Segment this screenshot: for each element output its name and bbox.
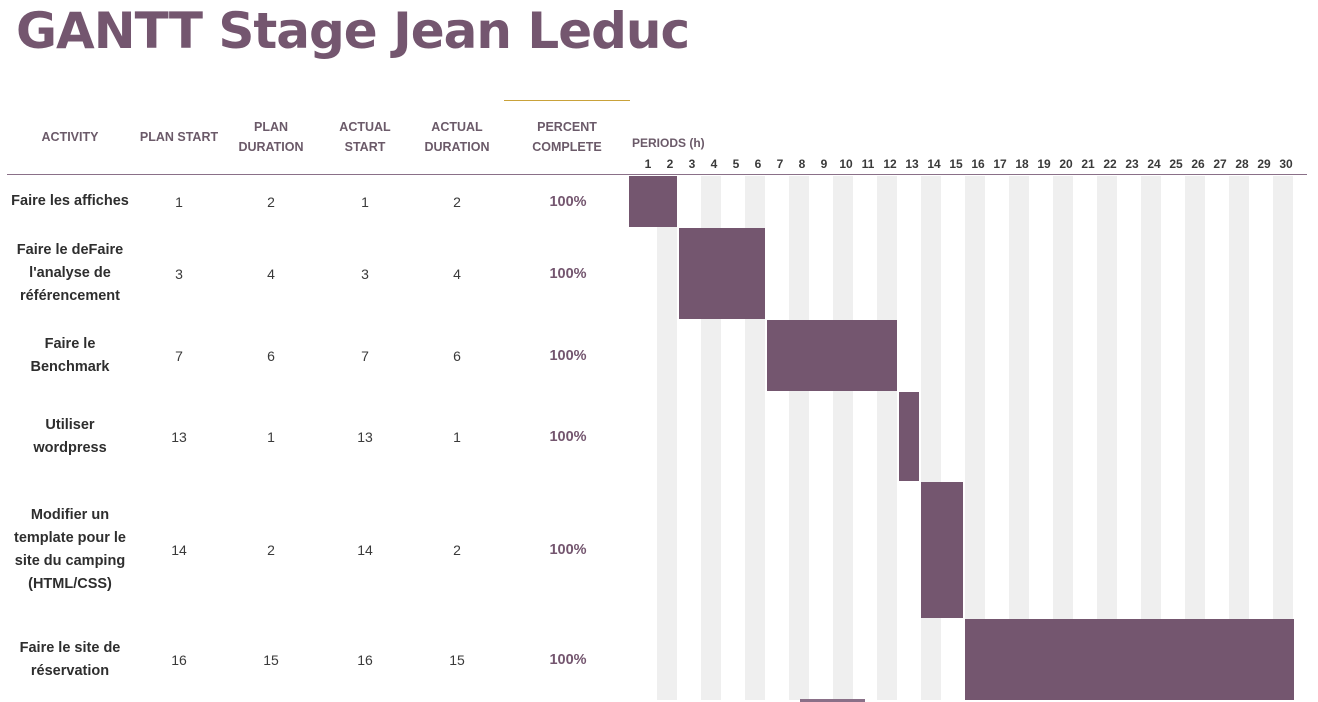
period-number: 15: [949, 157, 963, 171]
activity-name: Faire le deFaire l'analyse de référencem…: [16, 242, 124, 304]
gantt-bar: [629, 176, 677, 227]
gantt-bar: [679, 228, 765, 319]
period-number: 23: [1125, 157, 1139, 171]
period-number: 16: [971, 157, 985, 171]
header-plan-duration: PLAN DURATION: [238, 120, 304, 154]
period-stripe: [1097, 176, 1117, 700]
period-number: 27: [1213, 157, 1227, 171]
period-stripe: [1141, 176, 1161, 700]
period-number: 14: [927, 157, 941, 171]
plan-start-cell: 16: [171, 651, 187, 668]
period-number: 17: [993, 157, 1007, 171]
percent-complete-cell: 100%: [549, 651, 587, 668]
header-divider: [7, 174, 1307, 175]
period-stripe: [1229, 176, 1249, 700]
percent-complete-cell: 100%: [549, 347, 587, 364]
plan-start-cell: 14: [171, 542, 187, 558]
plan-start-cell: 13: [171, 428, 187, 445]
period-stripe: [1273, 176, 1293, 700]
period-number: 4: [710, 157, 718, 171]
period-number: 19: [1037, 157, 1051, 171]
header-activity: ACTIVITY: [41, 130, 99, 144]
period-stripe: [833, 176, 853, 700]
actual-duration-cell: 15: [449, 651, 465, 668]
period-number: 20: [1059, 157, 1073, 171]
period-number: 25: [1169, 157, 1183, 171]
percent-complete-cell: 100%: [549, 428, 587, 445]
scroll-indicator: [800, 699, 865, 702]
period-number: 6: [754, 157, 762, 171]
plan-duration-cell: 2: [267, 542, 275, 558]
period-stripe: [657, 176, 677, 700]
period-number: 12: [883, 157, 897, 171]
actual-duration-cell: 1: [453, 428, 461, 445]
period-number: 9: [820, 157, 828, 171]
activity-name: Faire les affiches: [11, 193, 129, 209]
activity-name: Modifier un template pour le site du cam…: [14, 507, 126, 592]
plan-duration-cell: 4: [267, 265, 275, 282]
period-stripe: [965, 176, 985, 700]
gantt-bar: [921, 482, 963, 618]
period-stripe: [1185, 176, 1205, 700]
period-number: 28: [1235, 157, 1249, 171]
actual-duration-cell: 6: [453, 347, 461, 364]
period-stripe: [1009, 176, 1029, 700]
period-number: 18: [1015, 157, 1029, 171]
actual-duration-cell: 4: [453, 265, 461, 282]
percent-header-accent-line: [504, 100, 630, 101]
period-stripe: [789, 176, 809, 700]
activity-name: Utiliser wordpress: [33, 416, 107, 456]
period-number: 24: [1147, 157, 1161, 171]
plan-start-cell: 1: [175, 193, 183, 210]
period-number: 29: [1257, 157, 1271, 171]
period-number: 22: [1103, 157, 1117, 171]
period-number: 7: [776, 157, 784, 171]
actual-start-cell: 14: [357, 542, 373, 558]
period-number: 11: [861, 157, 875, 171]
period-number: 3: [688, 157, 696, 171]
period-number: 26: [1191, 157, 1205, 171]
activity-name: Faire le Benchmark: [30, 335, 110, 375]
header-percent-complete: PERCENT COMPLETE: [532, 120, 602, 154]
header-plan-start: PLAN START: [139, 130, 219, 144]
percent-complete-cell: 100%: [549, 542, 587, 558]
plan-duration-cell: 2: [267, 193, 275, 210]
period-stripe: [877, 176, 897, 700]
period-number: 13: [905, 157, 919, 171]
period-number: 8: [798, 157, 806, 171]
percent-complete-cell: 100%: [549, 193, 587, 210]
period-number: 5: [732, 157, 740, 171]
gantt-bar: [767, 320, 897, 391]
plan-duration-cell: 1: [267, 428, 275, 445]
actual-start-cell: 3: [361, 265, 369, 282]
plan-start-cell: 3: [175, 265, 183, 282]
period-number: 10: [839, 157, 853, 171]
percent-complete-cell: 100%: [549, 265, 587, 282]
header-periods: PERIODS (h): [632, 136, 705, 150]
actual-start-cell: 16: [357, 651, 373, 668]
header-actual-start: ACTUAL START: [339, 120, 391, 154]
actual-start-cell: 7: [361, 347, 369, 364]
actual-duration-cell: 2: [453, 542, 461, 558]
period-number: 21: [1081, 157, 1095, 171]
gantt-bar: [965, 619, 1294, 700]
actual-duration-cell: 2: [453, 193, 461, 210]
period-number: 30: [1279, 157, 1293, 171]
activity-name: Faire le site de réservation: [19, 639, 121, 679]
period-stripe: [921, 176, 941, 700]
actual-start-cell: 13: [357, 428, 373, 445]
header-actual-duration: ACTUAL DURATION: [424, 120, 490, 154]
actual-start-cell: 1: [361, 193, 369, 210]
period-number: 1: [644, 157, 652, 171]
period-number: 2: [666, 157, 674, 171]
period-stripe: [1053, 176, 1073, 700]
gantt-bar: [899, 392, 919, 481]
plan-start-cell: 7: [175, 347, 183, 364]
page-title: GANTT Stage Jean Leduc: [16, 2, 690, 60]
plan-duration-cell: 15: [263, 651, 279, 668]
plan-duration-cell: 6: [267, 347, 275, 364]
